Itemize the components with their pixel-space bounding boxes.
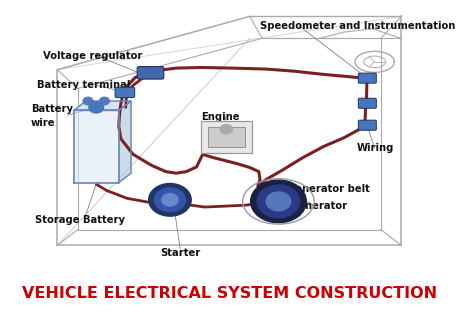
- FancyBboxPatch shape: [115, 87, 135, 98]
- Text: Starter: Starter: [160, 248, 201, 258]
- Polygon shape: [119, 101, 131, 183]
- FancyBboxPatch shape: [358, 98, 376, 108]
- FancyBboxPatch shape: [358, 120, 376, 130]
- Text: Engine: Engine: [201, 112, 239, 122]
- Text: Battery: Battery: [31, 104, 73, 114]
- Text: Speedometer and Instrumentation: Speedometer and Instrumentation: [260, 21, 456, 31]
- Polygon shape: [74, 101, 131, 111]
- Text: VEHICLE ELECTRICAL SYSTEM CONSTRUCTION: VEHICLE ELECTRICAL SYSTEM CONSTRUCTION: [22, 286, 437, 301]
- Circle shape: [155, 188, 185, 212]
- Text: Voltage regulator: Voltage regulator: [43, 51, 142, 60]
- Circle shape: [251, 180, 306, 223]
- FancyBboxPatch shape: [358, 73, 376, 83]
- Text: Storage Battery: Storage Battery: [35, 215, 125, 225]
- Text: Generator belt: Generator belt: [287, 184, 370, 194]
- Polygon shape: [74, 111, 119, 183]
- Circle shape: [266, 192, 291, 211]
- FancyBboxPatch shape: [137, 66, 164, 79]
- Text: Battery terminal: Battery terminal: [37, 80, 130, 90]
- Text: wire: wire: [31, 118, 55, 128]
- Text: Generator: Generator: [291, 201, 348, 211]
- Circle shape: [220, 124, 232, 134]
- FancyBboxPatch shape: [201, 122, 252, 153]
- Circle shape: [100, 97, 109, 105]
- Text: Wiring: Wiring: [356, 143, 393, 153]
- Circle shape: [149, 184, 191, 216]
- Circle shape: [257, 185, 300, 218]
- Circle shape: [83, 97, 93, 105]
- Circle shape: [162, 193, 178, 206]
- FancyBboxPatch shape: [208, 127, 245, 147]
- Circle shape: [89, 102, 104, 113]
